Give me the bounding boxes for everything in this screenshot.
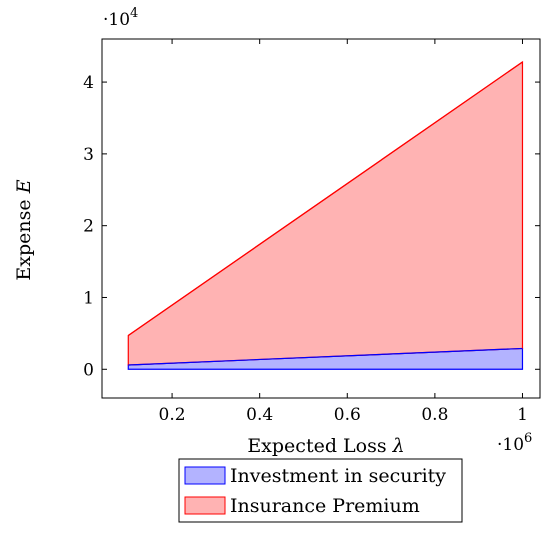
legend-label-investment: Investment in security [230,465,446,487]
area-insurance [127,60,524,366]
y-tick-label: 3 [83,145,94,165]
y-tick-label: 0 [83,360,94,380]
y-axis-multiplier: ·104 [103,6,138,30]
x-tick-label: 1 [517,405,528,425]
x-axis-label: Expected Loss λ [247,435,404,457]
x-axis-multiplier: ·106 [497,431,532,455]
plot-frame [101,38,541,399]
legend-swatch-investment [184,466,226,485]
line-upper-insurance [127,61,523,337]
x-tick-label: 0.2 [159,405,186,425]
legend-label-insurance: Insurance Premium [230,495,420,517]
y-tick-label: 4 [83,73,94,93]
line-upper-investment [128,347,523,366]
x-tick-label: 0.6 [334,405,361,425]
legend: Investment in security Insurance Premium [178,458,463,523]
x-tick-label: 0.4 [246,405,273,425]
x-tick-label: 0.8 [421,405,448,425]
y-tick-label: 2 [83,217,94,237]
y-axis-label: Expense E [13,179,35,280]
legend-box [178,458,463,523]
y-tick-label: 1 [83,288,94,308]
legend-swatch-insurance [184,496,226,515]
